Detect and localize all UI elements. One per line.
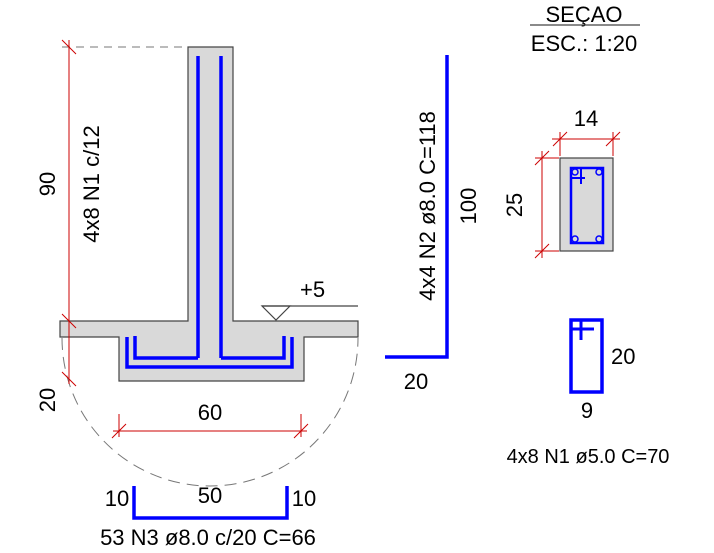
section-concrete <box>559 157 614 252</box>
bar-n1-height: 20 <box>611 344 635 369</box>
bar-n1-detail: 20 9 4x8 N1 ø5.0 C=70 <box>507 318 670 468</box>
footing-width-label: 60 <box>198 400 222 425</box>
level-label: +5 <box>300 277 325 302</box>
bar-n2-label: 4x4 N2 ø8.0 C=118 <box>415 111 440 301</box>
bar-n1-label: 4x8 N1 ø5.0 C=70 <box>507 446 670 468</box>
bar-n2-shape <box>385 55 449 359</box>
bar-n2-horizontal-length: 20 <box>404 369 428 394</box>
wall-bars-label: 4x8 N1 c/12 <box>79 125 104 242</box>
dimension-wall-height: 90 4x8 N1 c/12 20 <box>35 39 104 412</box>
level-marker: +5 <box>260 277 358 321</box>
footing-depth-label: 20 <box>35 388 60 412</box>
hidden-arc <box>61 337 359 487</box>
wall-height-label: 90 <box>35 172 60 196</box>
section-height-label: 25 <box>502 193 527 217</box>
section-width-label: 14 <box>574 106 598 131</box>
bar-n3-middle: 50 <box>198 483 222 508</box>
bar-n3-right-leg: 10 <box>292 486 316 511</box>
section-bar <box>571 235 579 243</box>
concrete-section <box>59 46 359 382</box>
section-bar <box>595 235 603 243</box>
dimension-footing-width: 60 <box>111 400 309 439</box>
cross-section: SEÇAO ESC.: 1:20 14 25 <box>502 2 640 259</box>
section-bar <box>571 168 579 176</box>
footing-bar-left <box>133 336 198 360</box>
footing-bar-right <box>221 336 286 360</box>
section-scale: ESC.: 1:20 <box>531 31 637 56</box>
wall-footing-elevation: +5 90 4x8 N1 c/12 20 60 <box>35 39 359 487</box>
bar-n3-detail: 10 50 10 53 N3 ø8.0 c/20 C=66 <box>100 483 316 550</box>
bar-n1-width: 9 <box>581 398 593 423</box>
bar-n2-vertical-length: 100 <box>456 188 481 225</box>
bar-n3-left-leg: 10 <box>105 486 129 511</box>
bar-n3-shape <box>132 486 289 520</box>
footing-u-bar <box>125 337 294 369</box>
bar-n1-shape <box>569 318 604 394</box>
bar-n3-label: 53 N3 ø8.0 c/20 C=66 <box>100 525 316 550</box>
section-title: SEÇAO <box>545 2 622 27</box>
bar-n2-detail: 4x4 N2 ø8.0 C=118 100 20 <box>385 55 481 394</box>
section-bar <box>595 168 603 176</box>
section-stirrup <box>569 166 605 245</box>
